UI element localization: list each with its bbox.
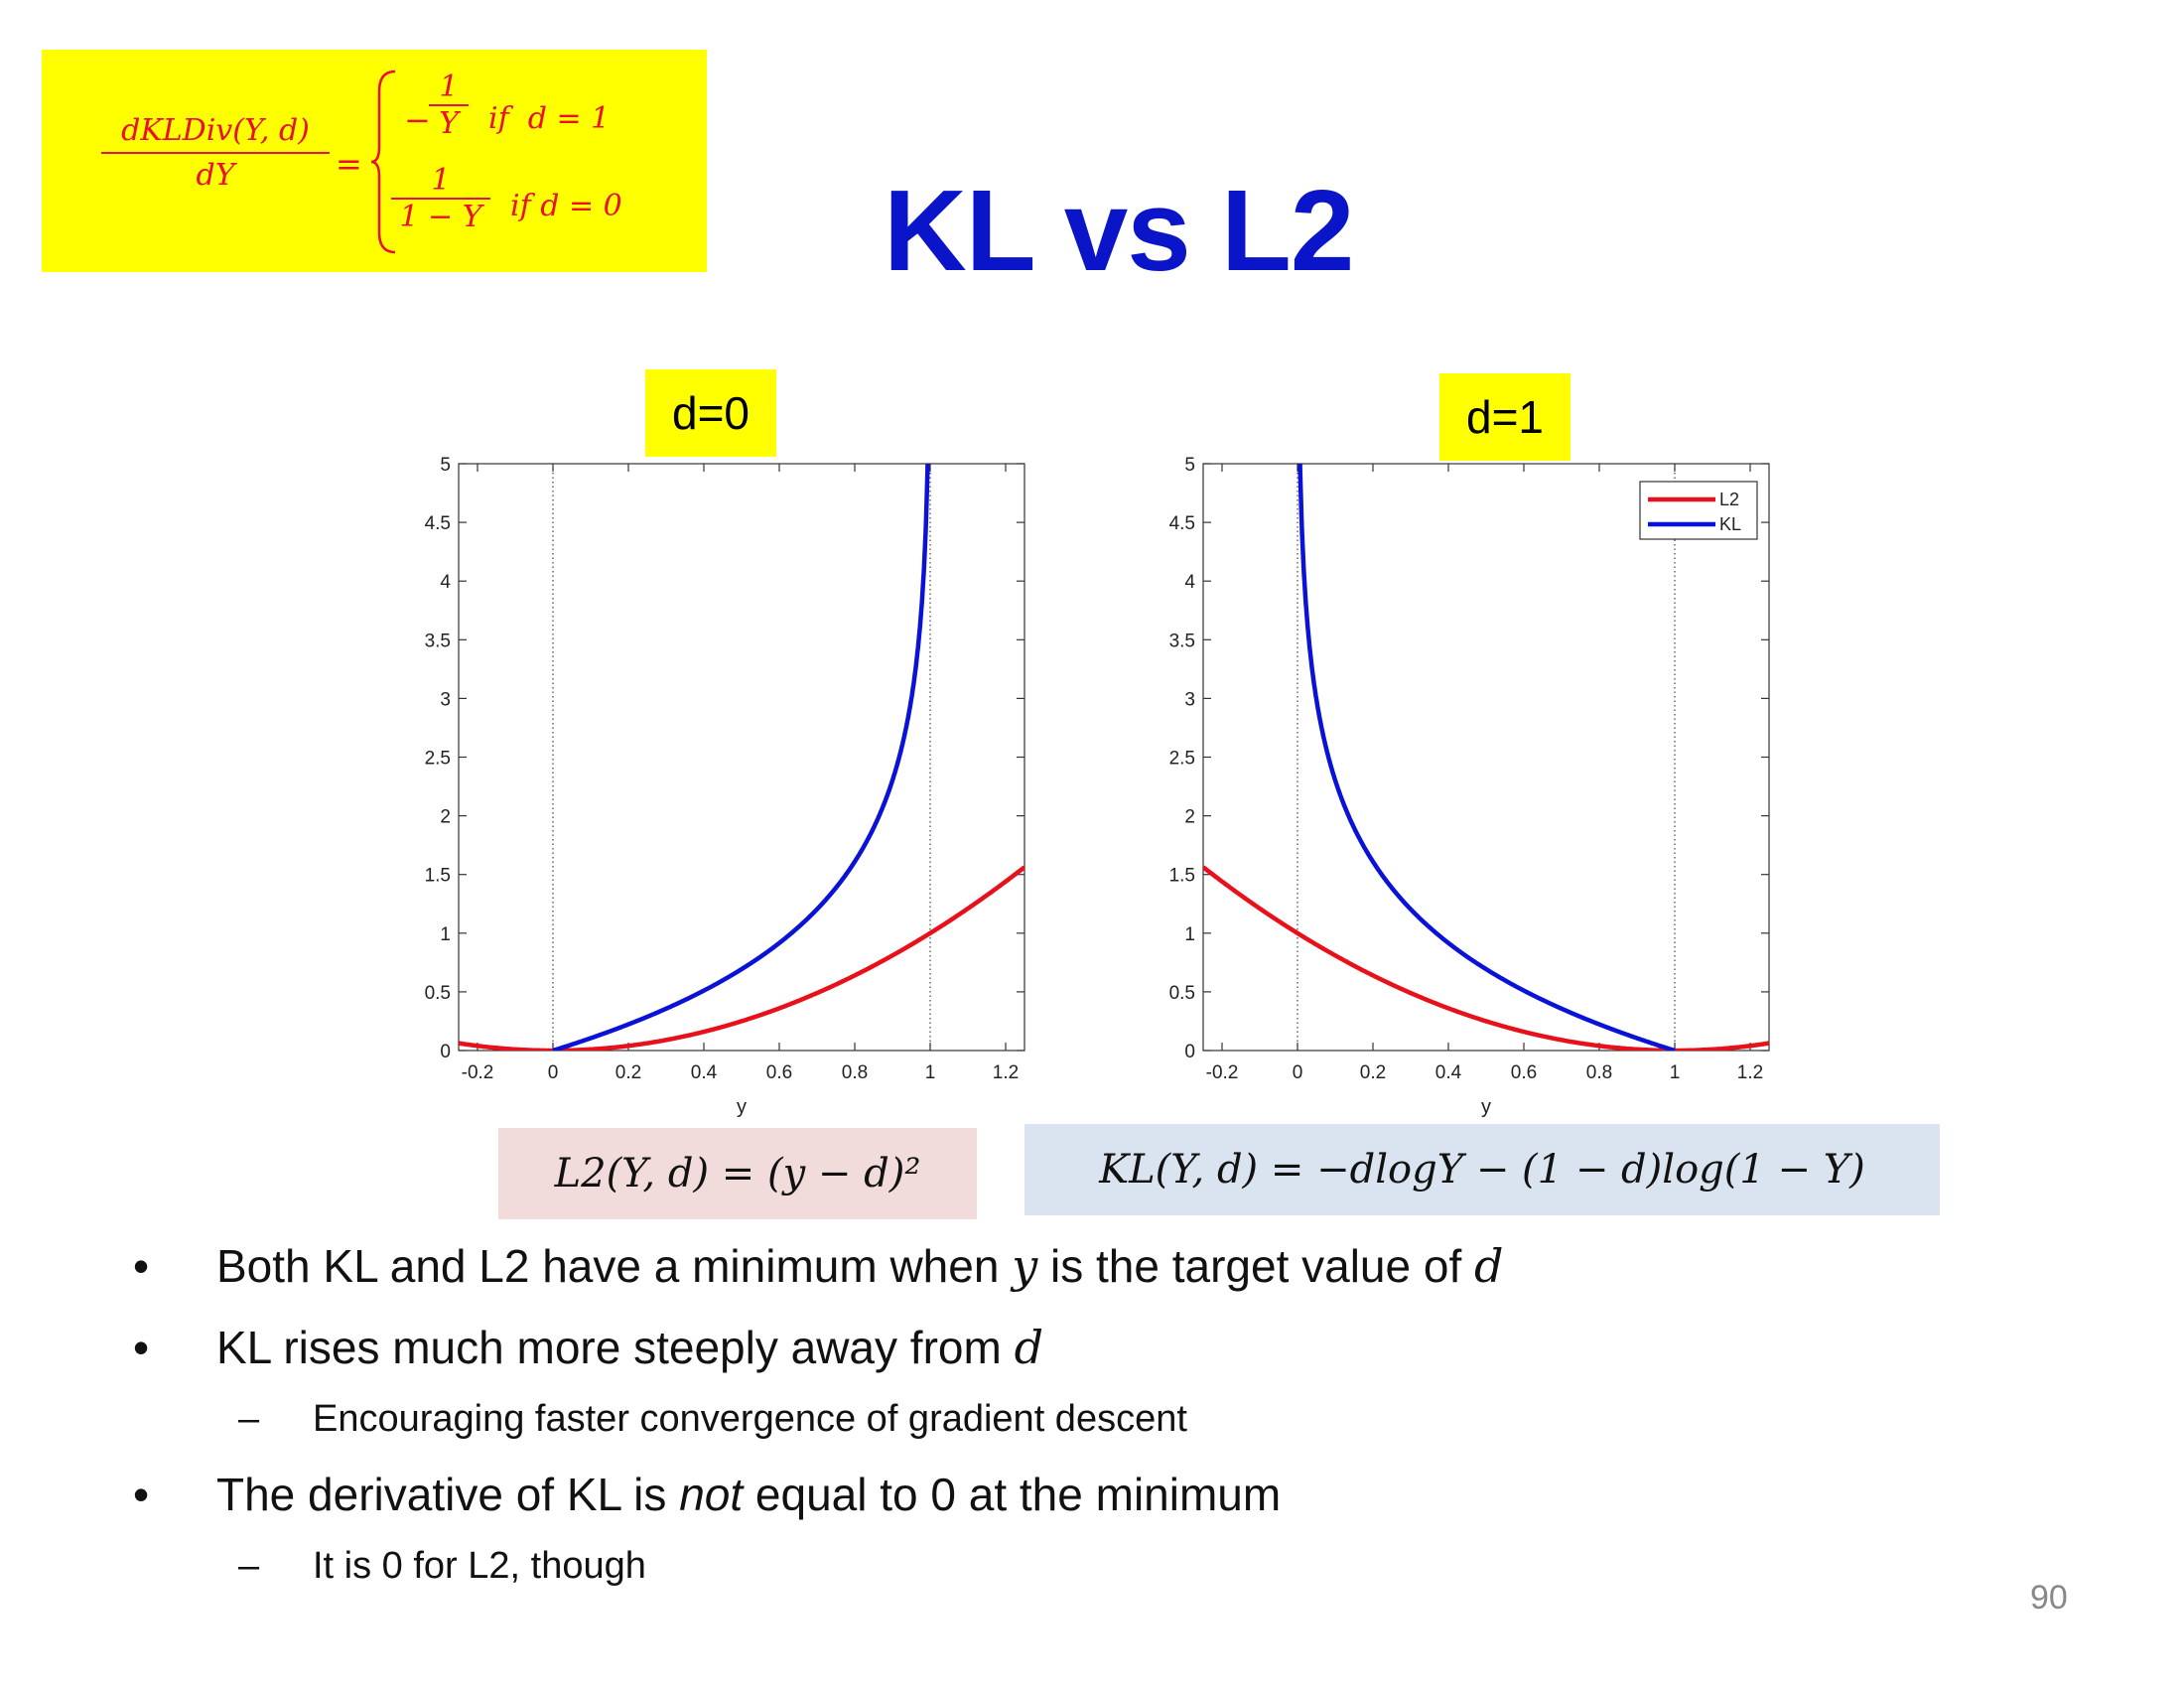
case2-denominator: 1 − Y: [399, 200, 482, 234]
x-tick-label: 0.4: [1435, 1062, 1462, 1083]
y-tick-label: 0.5: [1169, 983, 1195, 1004]
bullet-marker: •: [133, 1322, 150, 1373]
page-number: 90: [2030, 1579, 2068, 1617]
x-tick-label: 1.2: [993, 1062, 1019, 1083]
series-line-l2: [459, 865, 1024, 1051]
y-tick-label: 3: [1184, 689, 1195, 710]
y-tick-label: 3: [440, 689, 451, 710]
case1-denominator: Y: [439, 106, 459, 141]
text-run: It is 0 for L2, though: [313, 1545, 646, 1587]
math-variable: d: [1474, 1239, 1504, 1293]
y-tick-label: 4: [440, 572, 451, 593]
y-tick-label: 1.5: [425, 866, 451, 887]
chart-d1: 0 0.5 1 1.5 2 2.5 3 3.5 4 4.5 5 -0.2 0 0.2 0.4 0.6 0.8 1 1…: [1169, 455, 1770, 1118]
x-axis-label: y: [1481, 1096, 1491, 1118]
y-tick-label: 4.5: [1169, 513, 1195, 534]
text-run: Both KL and L2 have a minimum when: [216, 1240, 1013, 1292]
y-tick-label: 0.5: [425, 983, 451, 1004]
math-variable: y: [1012, 1239, 1038, 1293]
text-run: equal to 0 at the minimum: [743, 1469, 1282, 1520]
x-tick-label: -0.2: [1206, 1062, 1239, 1083]
text-run: KL rises much more steeply away from: [216, 1322, 1015, 1373]
case1-sign: −: [404, 101, 431, 139]
kl-equation-box: KL(Y, d) = −dlogY − (1 − d)log(1 − Y): [1024, 1124, 1940, 1215]
x-tick-label: 0: [548, 1062, 559, 1083]
y-tick-label: 4.5: [425, 513, 451, 534]
math-variable: d: [1014, 1321, 1044, 1374]
x-tick-label: 1: [925, 1062, 936, 1083]
y-tick-label: 2: [1184, 807, 1195, 828]
y-tick-label: 5: [440, 455, 451, 476]
y-tick-label: 1: [440, 924, 451, 945]
bullet-marker: •: [133, 1469, 150, 1520]
y-tick-label: 2.5: [1169, 749, 1195, 770]
y-tick-label: 3.5: [1169, 631, 1195, 651]
case1-condition: if d = 1: [488, 101, 611, 136]
y-tick-label: 1.5: [1169, 866, 1195, 887]
legend-label-l2: L2: [1719, 490, 1739, 509]
plot-frame: [1202, 463, 1770, 1052]
y-tick-label: 2: [440, 807, 451, 828]
x-tick-label: 1: [1670, 1062, 1681, 1083]
case2-fraction: 1 1 − Y: [391, 163, 490, 234]
x-tick-label: 0.6: [766, 1062, 792, 1083]
text-run: The derivative of KL is: [216, 1469, 680, 1520]
emphasis: not: [679, 1469, 744, 1520]
text-run: is the target value of: [1037, 1240, 1475, 1292]
x-tick-label: 0.6: [1511, 1062, 1537, 1083]
y-tick-label: 0: [440, 1042, 451, 1062]
x-tick-label: -0.2: [462, 1062, 494, 1083]
bullet-text: KL rises much more steeply away from d: [216, 1321, 1043, 1374]
y-tick-label: 1: [1184, 924, 1195, 945]
legend-label-kl: KL: [1719, 514, 1741, 534]
bullet-text: Both KL and L2 have a minimum when y is …: [216, 1239, 1503, 1293]
case2-condition: if d = 0: [510, 189, 622, 223]
chart-right-label: d=1: [1439, 373, 1570, 461]
plot-frame: [458, 463, 1025, 1052]
series-line-kl: [552, 464, 930, 1051]
bullet-marker: –: [238, 1545, 260, 1587]
x-tick-label: 1.2: [1737, 1062, 1763, 1083]
chart-left-label: d=0: [645, 369, 776, 457]
y-tick-label: 5: [1184, 455, 1195, 476]
bullet-text: It is 0 for L2, though: [313, 1545, 646, 1588]
case1-fraction: 1 Y: [429, 70, 469, 141]
bullet-text: The derivative of KL is not equal to 0 a…: [216, 1468, 1281, 1521]
chart-d0: 0 0.5 1 1.5 2 2.5 3 3.5 4 4.5 5 -0.2 0 0.2 0.4 0.6 0.8 1 1…: [425, 455, 1025, 1118]
y-tick-label: 4: [1184, 572, 1195, 593]
lhs-numerator: dKLDiv(Y, d): [101, 113, 330, 154]
bullet-marker: •: [133, 1240, 150, 1292]
series-line-l2: [1203, 865, 1769, 1051]
case1-numerator: 1: [429, 70, 469, 106]
formula-equals: =: [336, 145, 362, 183]
slide-title: KL vs L2: [884, 166, 1354, 295]
lhs-denominator: dY: [196, 158, 235, 193]
x-tick-label: 0.8: [842, 1062, 868, 1083]
bullet-text: Encouraging faster convergence of gradie…: [313, 1398, 1187, 1441]
derivative-formula-box: dKLDiv(Y, d) dY = − 1 Y if d = 1 1 1 − Y…: [42, 50, 707, 272]
x-axis-label: y: [737, 1096, 747, 1118]
text-run: Encouraging faster convergence of gradie…: [313, 1398, 1187, 1440]
x-tick-label: 0: [1293, 1062, 1303, 1083]
x-tick-label: 0.2: [1360, 1062, 1386, 1083]
left-brace-icon: [370, 70, 396, 254]
x-tick-label: 0.2: [615, 1062, 641, 1083]
y-tick-label: 2.5: [425, 749, 451, 770]
x-tick-label: 0.8: [1586, 1062, 1612, 1083]
x-tick-label: 0.4: [691, 1062, 718, 1083]
y-tick-label: 3.5: [425, 631, 451, 651]
legend-box: [1639, 481, 1758, 540]
y-tick-label: 0: [1184, 1042, 1195, 1062]
bullet-marker: –: [238, 1398, 260, 1440]
l2-equation-box: L2(Y, d) = (y − d)²: [498, 1128, 977, 1219]
series-line-kl: [1297, 464, 1676, 1051]
case2-numerator: 1: [391, 163, 490, 200]
lhs-fraction: dKLDiv(Y, d) dY: [101, 113, 330, 193]
